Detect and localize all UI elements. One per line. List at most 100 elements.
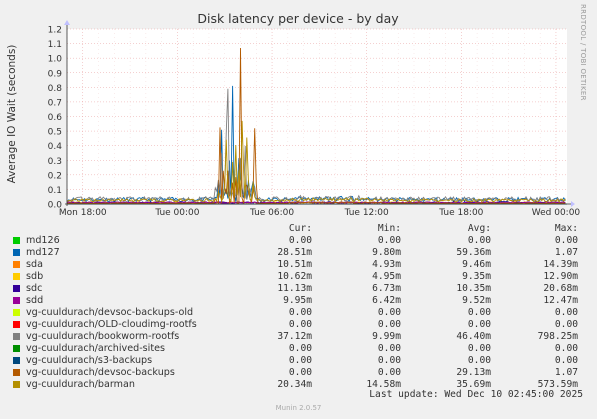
- x-tick-label: Mon 18:00: [59, 208, 107, 218]
- legend-row: vg-cuuldurach/archived-sites 0.00 0.00 0.00…: [0, 343, 597, 355]
- legend-series-name: vg-cuuldurach/bookworm-rootfs: [26, 331, 180, 342]
- header-cur: Cur:: [288, 223, 312, 234]
- header-min: Min:: [377, 223, 401, 234]
- legend-swatch: [13, 333, 20, 340]
- legend-swatch: [13, 273, 20, 280]
- legend-row: sdb 10.62m 4.95m 9.35m 12.90m: [0, 271, 597, 283]
- y-tick-label: 0.0: [48, 201, 63, 211]
- y-axis-arrow: [64, 20, 70, 25]
- legend-avg-value: 0.00: [467, 343, 491, 354]
- legend-max-value: 20.68m: [543, 283, 578, 294]
- legend-cur-value: 11.13m: [277, 283, 312, 294]
- legend-min-value: 0.00: [377, 355, 401, 366]
- chart-title: Disk latency per device - by day: [197, 11, 399, 26]
- legend-max-value: 12.47m: [543, 295, 578, 306]
- rrdtool-credit: RRDTOOL / TOBI OETIKER: [579, 4, 587, 101]
- legend-row: md127 28.51m 9.80m 59.36m 1.07: [0, 247, 597, 259]
- y-tick-label: 0.3: [48, 157, 62, 167]
- x-tick-label: Tue 06:00: [249, 208, 294, 218]
- legend-avg-value: 29.13m: [456, 367, 491, 378]
- legend-cur-value: 20.34m: [277, 379, 312, 390]
- header-max: Max:: [554, 223, 578, 234]
- legend-max-value: 0.00: [554, 319, 578, 330]
- legend-header: Cur: Min: Avg: Max:: [0, 223, 597, 235]
- legend-cur-value: 37.12m: [277, 331, 312, 342]
- legend-avg-value: 46.40m: [456, 331, 491, 342]
- legend-min-value: 6.42m: [372, 295, 401, 306]
- legend-series-name: vg-cuuldurach/s3-backups: [26, 355, 153, 366]
- legend-cur-value: 10.51m: [277, 259, 312, 270]
- legend-swatch: [13, 369, 20, 376]
- legend-series-name: vg-cuuldurach/barman: [26, 379, 135, 390]
- legend-row: sda 10.51m 4.93m 9.46m 14.39m: [0, 259, 597, 271]
- legend-swatch: [13, 261, 20, 268]
- legend-swatch: [13, 297, 20, 304]
- y-tick-labels: 0.0 0.1 0.2 0.3 0.4 0.5 0.6 0.7 0.8 0.9 1.0 1.1 1.2: [48, 26, 63, 211]
- y-tick-label: 0.5: [48, 128, 62, 138]
- legend-swatch: [13, 237, 20, 244]
- munin-version: Munin 2.0.57: [275, 404, 322, 412]
- legend-series-name: vg-cuuldurach/devsoc-backups-old: [26, 307, 194, 318]
- legend-avg-value: 10.35m: [456, 283, 491, 294]
- legend-series-name: sda: [26, 259, 43, 270]
- legend-row: vg-cuuldurach/devsoc-backups 0.00 0.00 29.1…: [0, 367, 597, 379]
- legend-min-value: 0.00: [377, 367, 401, 378]
- legend-max-value: 798.25m: [537, 331, 578, 342]
- header-avg: Avg:: [467, 223, 491, 234]
- series-line: [66, 120, 566, 203]
- y-tick-label: 0.4: [48, 142, 63, 152]
- y-axis-label: Average IO Wait (seconds): [6, 45, 18, 184]
- legend-min-value: 6.73m: [372, 283, 401, 294]
- legend-max-value: 14.39m: [543, 259, 578, 270]
- x-tick-label: Tue 18:00: [438, 208, 483, 218]
- y-tick-label: 0.9: [48, 69, 63, 79]
- legend-min-value: 9.99m: [372, 331, 401, 342]
- legend-row: md126 0.00 0.00 0.00 0.00: [0, 235, 597, 247]
- legend-cur-value: 0.00: [288, 367, 312, 378]
- y-tick-label: 0.8: [48, 84, 63, 94]
- legend-cur-value: 28.51m: [277, 247, 312, 258]
- legend-swatch: [13, 321, 20, 328]
- legend-row: vg-cuuldurach/devsoc-backups-old 0.00 0.00…: [0, 307, 597, 319]
- legend-cur-value: 0.00: [288, 307, 312, 318]
- legend-avg-value: 9.35m: [462, 271, 491, 282]
- legend-series-name: sdd: [26, 295, 44, 306]
- legend-min-value: 0.00: [377, 343, 401, 354]
- legend-avg-value: 0.00: [467, 307, 491, 318]
- legend-cur-value: 0.00: [288, 355, 312, 366]
- legend-min-value: 0.00: [377, 319, 401, 330]
- legend-swatch: [13, 381, 20, 388]
- legend-swatch: [13, 345, 20, 352]
- legend-min-value: 0.00: [377, 235, 401, 246]
- legend-avg-value: 9.46m: [462, 259, 491, 270]
- legend-series-name: vg-cuuldurach/OLD-cloudimg-rootfs: [26, 319, 197, 330]
- legend-row: vg-cuuldurach/OLD-cloudimg-rootfs 0.00 0.0…: [0, 319, 597, 331]
- legend-max-value: 0.00: [554, 355, 578, 366]
- x-tick-label: Tue 12:00: [344, 208, 389, 218]
- legend-swatch: [13, 309, 20, 316]
- legend-series-name: vg-cuuldurach/archived-sites: [26, 343, 166, 354]
- legend-max-value: 1.07: [554, 367, 578, 378]
- legend-swatch: [13, 249, 20, 256]
- legend-max-value: 1.07: [554, 247, 578, 258]
- legend-series-name: sdb: [26, 271, 44, 282]
- legend-series-name: sdc: [26, 283, 43, 294]
- series-line: [66, 47, 566, 205]
- legend-row: vg-cuuldurach/barman 20.34m 14.58m 35.69m 57…: [0, 379, 597, 391]
- x-tick-labels: Mon 18:00 Tue 00:00 Tue 06:00 Tue 12:00 Tue …: [59, 208, 581, 218]
- x-tick-label: Wed 00:00: [532, 208, 581, 218]
- y-tick-label: 1.1: [48, 40, 62, 50]
- legend-max-value: 0.00: [554, 235, 578, 246]
- x-axis-arrow: [571, 201, 575, 207]
- legend-row: vg-cuuldurach/bookworm-rootfs 37.12m 9.99m…: [0, 331, 597, 343]
- legend-max-value: 0.00: [554, 343, 578, 354]
- legend-avg-value: 59.36m: [456, 247, 491, 258]
- legend-swatch: [13, 285, 20, 292]
- y-tick-label: 0.7: [48, 98, 62, 108]
- legend-max-value: 573.59m: [537, 379, 578, 390]
- legend-series-name: md127: [26, 247, 60, 258]
- legend-max-value: 12.90m: [543, 271, 578, 282]
- x-tick-label: Tue 00:00: [154, 208, 199, 218]
- legend-series-name: vg-cuuldurach/devsoc-backups: [26, 367, 175, 378]
